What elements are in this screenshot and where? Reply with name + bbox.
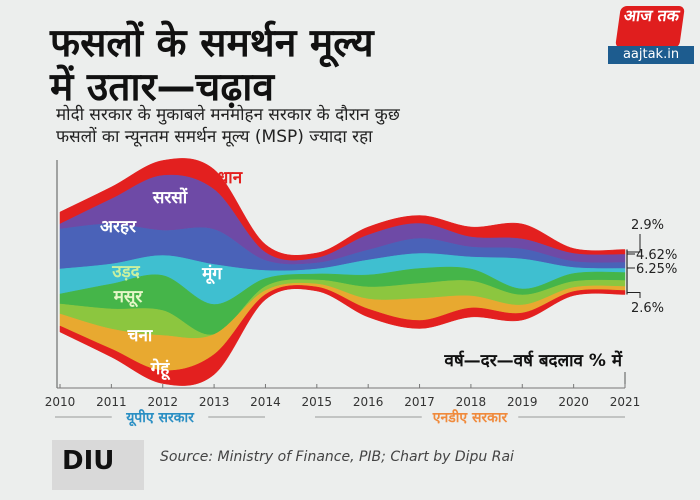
x-tick-label: 2021 <box>610 395 641 409</box>
chart-subtitle: मोदी सरकार के मुकाबले मनमोहन सरकार के दौ… <box>56 104 400 148</box>
end-label: 2.9% <box>631 218 664 233</box>
title-line-2: में उतार—चढ़ाव <box>50 65 275 110</box>
series-label-8: गेहूं <box>150 358 172 381</box>
end-label: 4.62% <box>636 248 677 263</box>
end-label-leader <box>627 292 641 298</box>
x-tick-label: 2012 <box>147 395 178 409</box>
subtitle-line-2: फसलों का न्यूनतम समर्थन मूल्य (MSP) ज्या… <box>56 127 373 147</box>
chart-title: फसलों के समर्थन मूल्य में उतार—चढ़ाव <box>50 22 374 110</box>
series-label-4: मूंग <box>201 264 223 285</box>
period-label: यूपीए सरकार <box>125 409 195 427</box>
subtitle-line-1: मोदी सरकार के मुकाबले मनमोहन सरकार के दौ… <box>56 105 400 125</box>
series-label-5: उड़द <box>111 262 140 282</box>
x-tick-label: 2013 <box>199 395 230 409</box>
x-tick-label: 2011 <box>96 395 127 409</box>
logo-bottom: aajtak.in <box>608 46 694 64</box>
x-tick-label: 2016 <box>353 395 384 409</box>
x-tick-label: 2020 <box>558 395 589 409</box>
series-label-2: सरसों <box>152 187 188 208</box>
source-text: Source: Ministry of Finance, PIB; Chart … <box>160 449 514 465</box>
x-tick-label: 2015 <box>302 395 333 409</box>
series-label-3: अरहर <box>100 217 137 237</box>
stream-layer-8 <box>59 285 626 386</box>
aajtak-logo: आज तक aajtak.in <box>608 6 694 64</box>
series-label-7: चना <box>127 326 153 346</box>
end-label-leader <box>627 234 641 253</box>
series-label-1: धान <box>218 168 243 188</box>
x-tick-label: 2010 <box>45 395 76 409</box>
x-tick-label: 2018 <box>456 395 487 409</box>
x-tick-label: 2014 <box>250 395 281 409</box>
diu-logo-text: DIU <box>62 446 115 476</box>
diu-logo: DIU <box>52 440 144 490</box>
x-tick-label: 2019 <box>507 395 538 409</box>
title-line-1: फसलों के समर्थन मूल्य <box>50 21 374 66</box>
period-label-bg <box>421 407 519 427</box>
end-label: 2.6% <box>631 301 664 316</box>
annotation-label: वर्ष—दर—वर्ष बदलाव % में <box>443 350 623 371</box>
series-label-6: मसूर <box>113 287 144 308</box>
period-label-bg <box>111 407 209 427</box>
end-label: 6.25% <box>636 262 677 277</box>
x-tick-label: 2017 <box>404 395 435 409</box>
period-label: एनडीए सरकार <box>432 409 509 426</box>
